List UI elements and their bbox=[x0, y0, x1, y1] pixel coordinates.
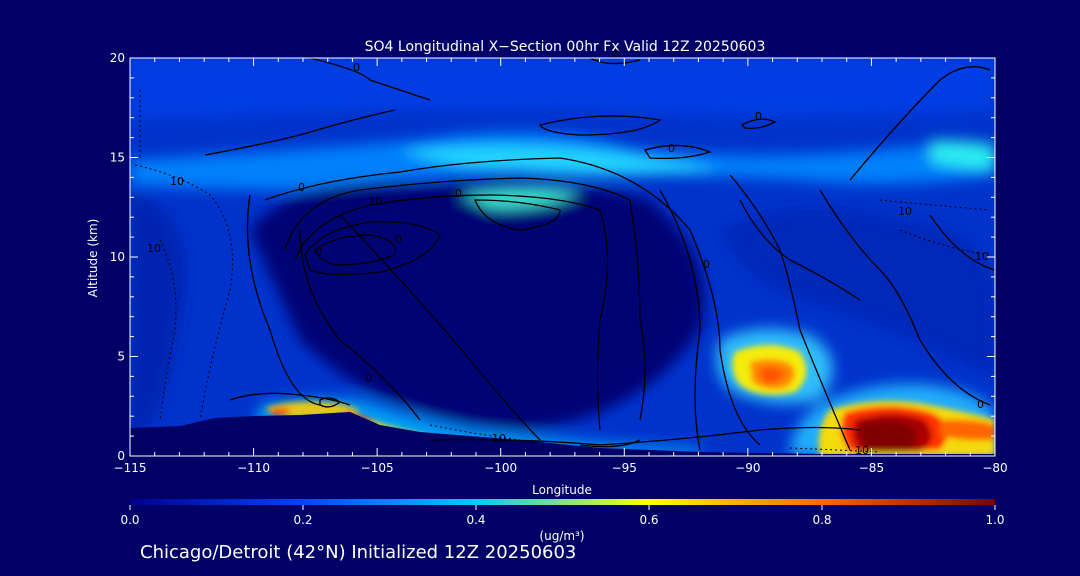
x-tick-label: −110 bbox=[237, 461, 270, 475]
colorbar-tick-label: 0.8 bbox=[812, 513, 831, 527]
contour-label: 0 bbox=[668, 142, 675, 155]
contour-label: 10 bbox=[170, 175, 184, 188]
y-axis-label: Altitude (km) bbox=[86, 219, 100, 298]
contour-label: 10 bbox=[492, 432, 506, 445]
y-tick-label: 20 bbox=[110, 51, 125, 65]
contour-label: 0 bbox=[613, 48, 620, 61]
contour-label: 10 bbox=[898, 205, 912, 218]
x-tick-label: −100 bbox=[484, 461, 517, 475]
y-tick-label: 5 bbox=[117, 350, 125, 364]
contour-label: 0 bbox=[353, 61, 360, 74]
footer-caption: Chicago/Detroit (42°N) Initialized 12Z 2… bbox=[140, 542, 577, 563]
colorbar-unit-label: (ug/m³) bbox=[539, 529, 584, 543]
contour-label: 10 bbox=[368, 195, 382, 208]
x-axis-label: Longitude bbox=[532, 483, 592, 497]
contour-label: 0 bbox=[395, 233, 402, 246]
colorbar-ticks: 0.0 0.2 0.4 0.6 0.8 1.0 bbox=[120, 505, 1005, 527]
y-axis: 0 5 10 15 20 bbox=[110, 51, 995, 463]
contour-label-group: 0 0 10 0 0 0 0 0 0 10 10 10 10 0 10 10 0… bbox=[147, 48, 989, 457]
contour-label: 0 bbox=[315, 245, 322, 258]
y-tick-label: 10 bbox=[110, 250, 125, 264]
colorbar bbox=[130, 499, 995, 505]
chart-title: SO4 Longitudinal X−Section 00hr Fx Valid… bbox=[365, 39, 766, 55]
x-tick-label: −105 bbox=[361, 461, 394, 475]
colorbar-tick-label: 0.0 bbox=[120, 513, 139, 527]
x-tick-label: −85 bbox=[859, 461, 884, 475]
x-tick-label: −115 bbox=[114, 461, 147, 475]
contour-label: 0 bbox=[298, 181, 305, 194]
y-tick-label: 0 bbox=[117, 449, 125, 463]
x-axis: −115 −110 −105 −100 −95 −90 −85 −80 bbox=[114, 58, 1008, 475]
contour-label: 0 bbox=[365, 372, 372, 385]
x-tick-label: −90 bbox=[735, 461, 760, 475]
colorbar-tick-label: 0.6 bbox=[639, 513, 658, 527]
contour-label: 0 bbox=[455, 187, 462, 200]
contour-label: 0 bbox=[977, 398, 984, 411]
concentration-field bbox=[130, 58, 995, 456]
y-tick-label: 15 bbox=[110, 151, 125, 165]
contour-lines bbox=[204, 58, 995, 451]
contour-label: 0 bbox=[755, 110, 762, 123]
x-tick-label: −95 bbox=[612, 461, 637, 475]
contour-label: 10 bbox=[147, 242, 161, 255]
x-tick-label: −80 bbox=[982, 461, 1007, 475]
contour-label: 10 bbox=[975, 250, 989, 263]
colorbar-tick-label: 0.4 bbox=[466, 513, 485, 527]
contour-label: 10 bbox=[855, 444, 869, 457]
contour-label: 0 bbox=[703, 258, 710, 271]
colorbar-tick-label: 1.0 bbox=[985, 513, 1004, 527]
colorbar-tick-label: 0.2 bbox=[293, 513, 312, 527]
terrain bbox=[130, 412, 995, 456]
